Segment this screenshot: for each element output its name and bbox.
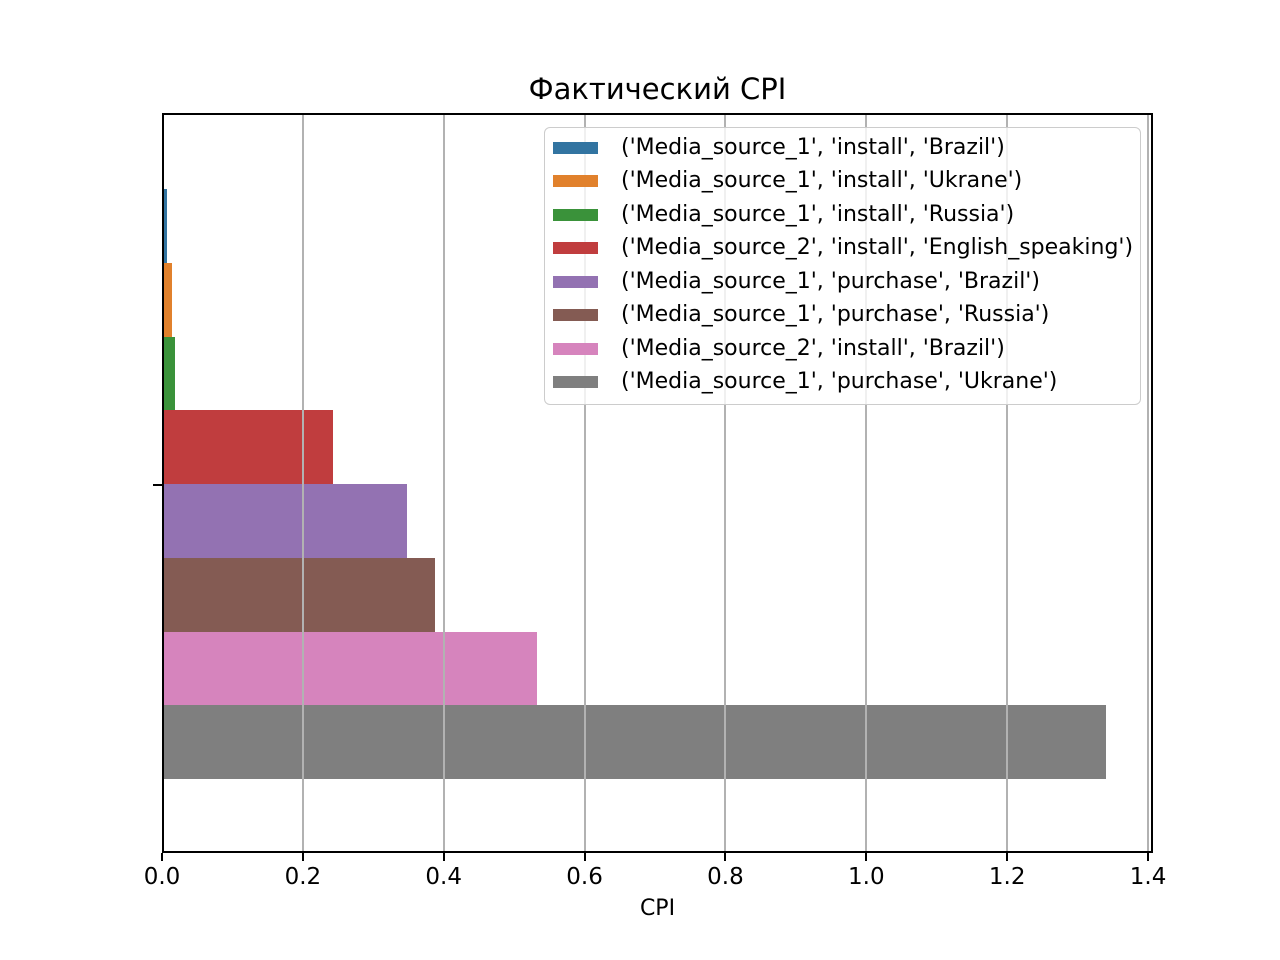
x-tick-mark xyxy=(1147,853,1150,861)
x-tick-mark xyxy=(301,853,304,861)
gridline xyxy=(301,113,304,853)
legend-label: ('Media_source_1', 'purchase', 'Ukrane') xyxy=(621,369,1058,395)
legend-swatch-icon xyxy=(553,208,598,221)
legend-swatch-icon xyxy=(553,141,598,154)
bar-7 xyxy=(162,705,1106,779)
x-tick-mark xyxy=(724,853,727,861)
legend-label: ('Media_source_2', 'install', 'English_s… xyxy=(621,235,1134,261)
legend-swatch-icon xyxy=(553,242,598,255)
x-tick-label: 0.0 xyxy=(143,864,181,890)
x-tick-label: 0.4 xyxy=(425,864,462,890)
legend-swatch-icon xyxy=(553,275,598,288)
legend-row: ('Media_source_1', 'install', 'Brazil') xyxy=(553,131,1140,165)
x-tick-label: 0.2 xyxy=(284,864,322,890)
legend-swatch-icon xyxy=(553,376,598,389)
x-tick-label: 1.2 xyxy=(988,864,1026,890)
plot-area xyxy=(162,113,1153,853)
legend-row: ('Media_source_2', 'install', 'Brazil') xyxy=(553,332,1140,366)
legend-label: ('Media_source_1', 'install', 'Ukrane') xyxy=(621,168,1023,194)
x-tick-mark xyxy=(1006,853,1009,861)
x-tick-label: 1.4 xyxy=(1129,864,1167,890)
legend-label: ('Media_source_1', 'purchase', 'Russia') xyxy=(621,302,1050,328)
legend-row: ('Media_source_1', 'install', 'Russia') xyxy=(553,198,1140,232)
bar-6 xyxy=(162,631,538,706)
bar-1 xyxy=(162,262,172,337)
x-tick-mark xyxy=(865,853,868,861)
legend-label: ('Media_source_1', 'purchase', 'Brazil') xyxy=(621,268,1040,294)
legend-row: ('Media_source_1', 'purchase', 'Ukrane') xyxy=(553,366,1140,400)
bar-5 xyxy=(162,557,436,632)
gridline xyxy=(583,113,586,853)
chart-title: Фактический CPI xyxy=(528,72,787,106)
x-tick-label: 0.8 xyxy=(707,864,744,890)
legend-swatch-icon xyxy=(553,309,598,322)
y-tick-mark xyxy=(153,484,162,486)
x-axis-label: CPI xyxy=(639,896,676,921)
legend-swatch-icon xyxy=(553,175,598,188)
bar-0 xyxy=(162,189,167,263)
legend-row: ('Media_source_1', 'purchase', 'Brazil') xyxy=(553,265,1140,299)
bar-2 xyxy=(162,336,176,411)
gridline xyxy=(724,113,727,853)
legend-label: ('Media_source_1', 'install', 'Brazil') xyxy=(621,134,1005,160)
legend-row: ('Media_source_1', 'purchase', 'Russia') xyxy=(553,299,1140,333)
x-tick-label: 1.0 xyxy=(848,864,885,890)
gridline xyxy=(1006,113,1009,853)
x-tick-mark xyxy=(161,853,163,861)
gridline xyxy=(442,113,445,853)
legend-row: ('Media_source_2', 'install', 'English_s… xyxy=(553,232,1140,266)
gridline xyxy=(865,113,868,853)
legend-swatch-icon xyxy=(553,342,598,355)
bar-3 xyxy=(162,410,334,484)
legend-label: ('Media_source_2', 'install', 'Brazil') xyxy=(621,335,1005,361)
legend-label: ('Media_source_1', 'install', 'Russia') xyxy=(621,201,1015,227)
bar-4 xyxy=(162,484,408,558)
legend: ('Media_source_1', 'install', 'Brazil') (… xyxy=(544,127,1141,405)
grid-layer xyxy=(162,113,1153,853)
x-tick-mark xyxy=(583,853,586,861)
bars-layer xyxy=(162,113,1153,853)
x-tick-mark xyxy=(442,853,445,861)
legend-row: ('Media_source_1', 'install', 'Ukrane') xyxy=(553,165,1140,199)
gridline xyxy=(1147,113,1150,853)
x-tick-label: 0.6 xyxy=(566,864,603,890)
